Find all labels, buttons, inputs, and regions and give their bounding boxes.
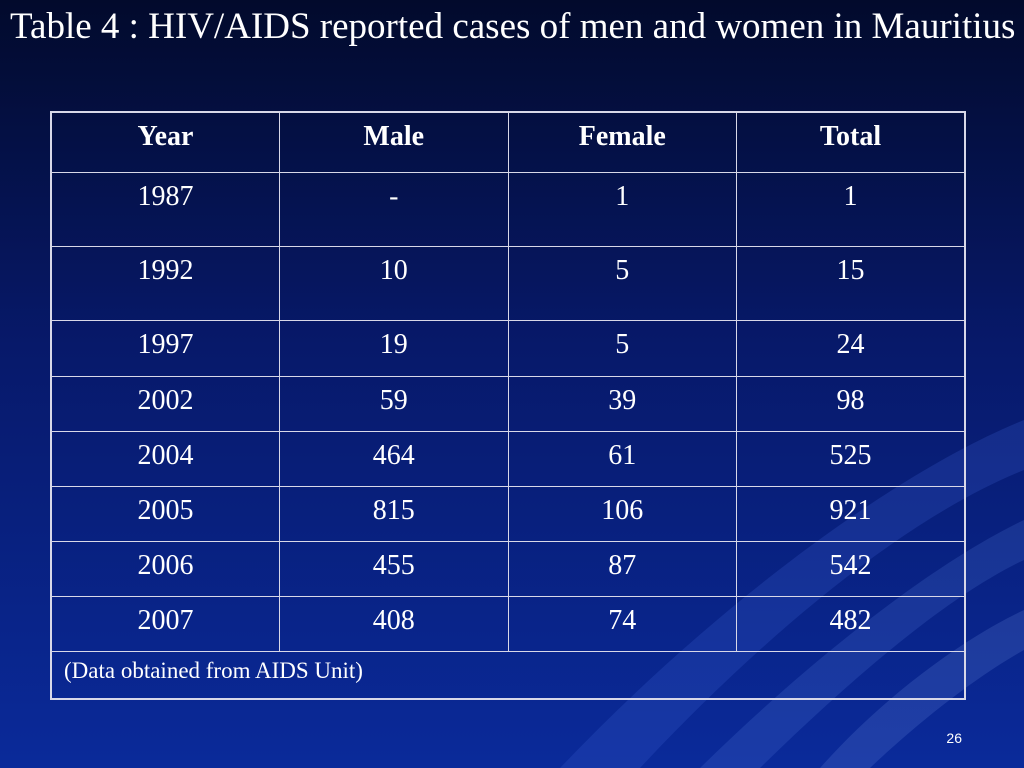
table-row: 2007 408 74 482 — [50, 595, 966, 652]
cell-male: 464 — [279, 430, 509, 487]
page-number: 26 — [946, 730, 962, 746]
hiv-cases-table: Year Male Female Total 1987 - 1 1 1992 1… — [50, 111, 966, 700]
cell-year: 1992 — [50, 245, 280, 321]
table-row: 2005 815 106 921 — [50, 485, 966, 542]
table-header-row: Year Male Female Total — [50, 111, 966, 173]
cell-male: 815 — [279, 485, 509, 542]
cell-year: 2004 — [50, 430, 280, 487]
cell-female: 74 — [507, 595, 737, 652]
cell-total: 921 — [736, 485, 966, 542]
header-male: Male — [279, 111, 509, 173]
cell-year: 1997 — [50, 319, 280, 377]
cell-year: 2006 — [50, 540, 280, 597]
cell-male: 455 — [279, 540, 509, 597]
cell-female: 106 — [507, 485, 737, 542]
table-row: 2006 455 87 542 — [50, 540, 966, 597]
cell-total: 1 — [736, 171, 966, 247]
cell-year: 2002 — [50, 375, 280, 432]
cell-year: 1987 — [50, 171, 280, 247]
cell-year: 2005 — [50, 485, 280, 542]
cell-male: 10 — [279, 245, 509, 321]
table-row: 1997 19 5 24 — [50, 319, 966, 377]
slide-title: Table 4 : HIV/AIDS reported cases of men… — [10, 6, 1016, 47]
cell-female: 1 — [507, 171, 737, 247]
header-female: Female — [507, 111, 737, 173]
cell-total: 542 — [736, 540, 966, 597]
cell-male: - — [279, 171, 509, 247]
table-row: 1992 10 5 15 — [50, 245, 966, 321]
cell-year: 2007 — [50, 595, 280, 652]
cell-female: 61 — [507, 430, 737, 487]
cell-total: 98 — [736, 375, 966, 432]
cell-female: 5 — [507, 319, 737, 377]
cell-total: 24 — [736, 319, 966, 377]
cell-total: 482 — [736, 595, 966, 652]
header-year: Year — [50, 111, 280, 173]
table-row: 1987 - 1 1 — [50, 171, 966, 247]
table-row: 2004 464 61 525 — [50, 430, 966, 487]
cell-female: 5 — [507, 245, 737, 321]
cell-male: 59 — [279, 375, 509, 432]
cell-female: 39 — [507, 375, 737, 432]
data-source-note: (Data obtained from AIDS Unit) — [50, 650, 966, 700]
cell-total: 15 — [736, 245, 966, 321]
table-row: 2002 59 39 98 — [50, 375, 966, 432]
cell-male: 408 — [279, 595, 509, 652]
cell-total: 525 — [736, 430, 966, 487]
table-note-row: (Data obtained from AIDS Unit) — [50, 650, 966, 700]
header-total: Total — [736, 111, 966, 173]
cell-female: 87 — [507, 540, 737, 597]
cell-male: 19 — [279, 319, 509, 377]
